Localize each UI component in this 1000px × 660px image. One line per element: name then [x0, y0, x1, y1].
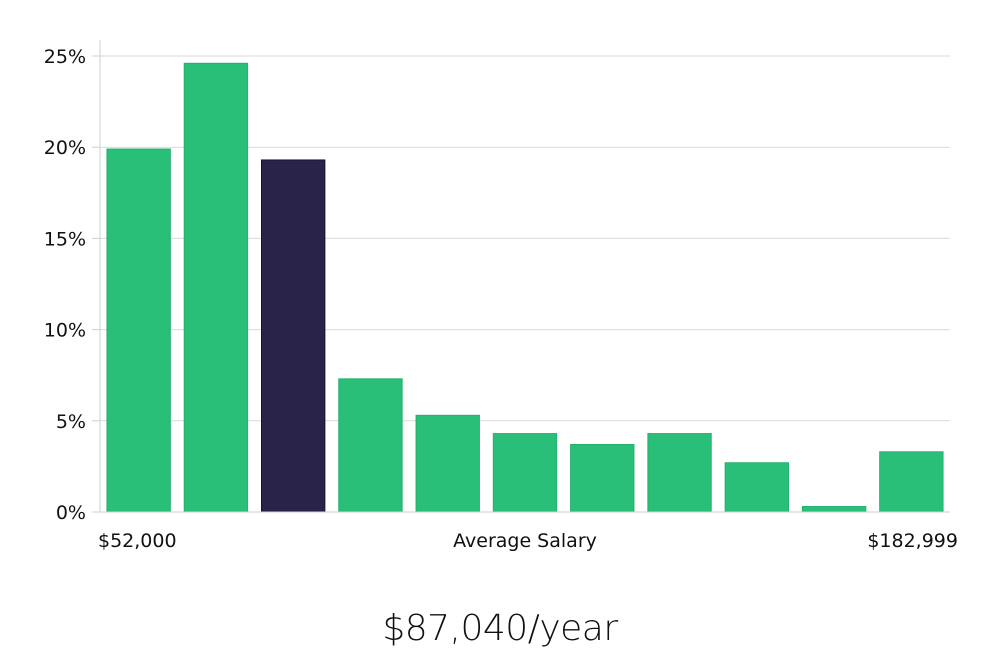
- highlighted-bar: [261, 159, 326, 513]
- y-tick-label: 20%: [44, 137, 86, 159]
- bar: [338, 378, 403, 513]
- y-tick-label: 10%: [44, 320, 86, 342]
- bar: [183, 62, 249, 513]
- y-tick-label: 5%: [56, 411, 86, 433]
- bar: [647, 433, 712, 513]
- bar: [724, 462, 789, 513]
- axes: [99, 40, 950, 513]
- x-axis-title: Average Salary: [453, 530, 597, 552]
- x-max-label: $182,999: [867, 530, 958, 552]
- y-tick-label: 25%: [44, 46, 86, 68]
- bar: [106, 148, 171, 513]
- bar: [570, 444, 635, 513]
- x-min-label: $52,000: [98, 530, 177, 552]
- y-tick-label: 0%: [56, 502, 86, 524]
- y-tick-labels: 0% 5% 10% 15% 20% 25%: [44, 46, 86, 524]
- y-tick-label: 15%: [44, 228, 86, 250]
- bar: [415, 414, 480, 513]
- average-salary-summary: $87,040/year: [382, 608, 618, 649]
- bars: [106, 62, 944, 513]
- salary-chart-svg: 0%5%10%15%20%25% $52,000 Average Salary …: [44, 40, 958, 552]
- bar: [879, 451, 944, 513]
- bar: [801, 506, 867, 513]
- salary-histogram: 0% 5% 10% 15% 20% 25% $52,000 Average Salary …: [44, 40, 958, 552]
- bar: [492, 433, 558, 513]
